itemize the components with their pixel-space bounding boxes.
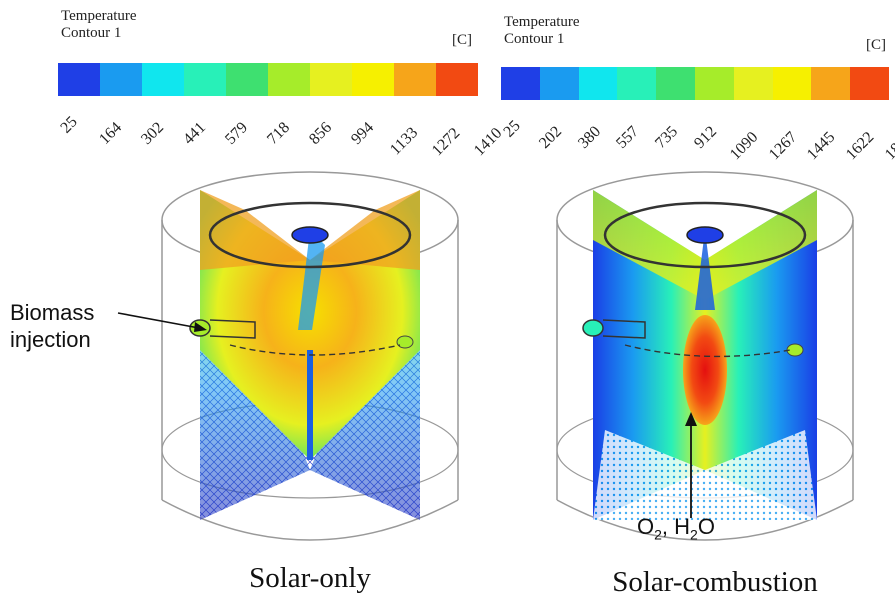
right-legend-unit: [C] (866, 37, 886, 53)
colorbar-tick-label: 735 (652, 122, 682, 152)
colorbar-tick-label: 557 (613, 122, 643, 152)
colorbar-swatch (184, 63, 226, 96)
colorbar-swatch (811, 67, 851, 100)
right-legend-title: Temperature Contour 1 (504, 14, 580, 48)
left-legend-unit: [C] (452, 32, 472, 48)
colorbar-tick-label: 380 (574, 122, 604, 152)
left-tick-labels: 25 164 302 441 579 718 856 994 1133 1272 1410 (57, 98, 505, 159)
colorbar-swatch (352, 63, 394, 96)
colorbar-tick-label: 441 (180, 118, 210, 148)
biomass-injection-label: Biomass injection (10, 299, 94, 353)
colorbar-tick-label: 302 (138, 118, 168, 148)
colorbar-tick-label: 912 (691, 122, 721, 152)
colorbar-tick-label: 164 (96, 118, 126, 148)
colorbar-swatch (656, 67, 695, 100)
oxidant-label-h-sub: 2 (690, 526, 698, 543)
colorbar-tick-label: 202 (535, 122, 565, 152)
colorbar-tick-label: 856 (306, 118, 336, 148)
left-legend-title-line1: Temperature (61, 8, 137, 24)
oxidant-label-o: O (637, 514, 655, 539)
colorbar-swatch (539, 67, 579, 100)
colorbar-swatch (772, 67, 812, 100)
colorbar-swatch (394, 63, 436, 96)
solar-combustion-contour-render (556, 171, 854, 541)
colorbar-swatch (850, 67, 889, 100)
colorbar-tick-label: 718 (264, 118, 294, 148)
colorbar-swatch (226, 63, 268, 96)
oxidant-label-end: O (697, 514, 715, 539)
solar-only-contour-render (161, 171, 459, 541)
solar-only-caption: Solar-only (249, 562, 371, 594)
oxidant-label-o-sub: 2 (654, 526, 662, 543)
colorbar-swatch (501, 67, 540, 100)
colorbar-swatch (578, 67, 618, 100)
colorbar-swatch (617, 67, 657, 100)
right-legend-title-line2: Contour 1 (504, 31, 565, 47)
left-legend-title-line2: Contour 1 (61, 25, 122, 41)
biomass-injection-arrow (117, 312, 207, 332)
left-colorbar (58, 63, 478, 96)
colorbar-tick-label: 25 (500, 117, 524, 141)
oxidant-injection-arrow (685, 412, 697, 518)
colorbar-swatch (100, 63, 142, 96)
colorbar-swatch (436, 63, 478, 96)
right-colorbar (501, 67, 889, 100)
colorbar-swatch (733, 67, 773, 100)
colorbar-tick-label: 1800 (881, 128, 895, 164)
colorbar-swatch (142, 63, 184, 96)
oxidant-label: O2, H2O (637, 513, 715, 548)
colorbar-tick-label: 994 (348, 118, 378, 148)
right-legend-title-line1: Temperature (504, 14, 580, 30)
left-legend-title: Temperature Contour 1 (61, 8, 137, 42)
colorbar-tick-label: 579 (222, 118, 252, 148)
colorbar-swatch (58, 63, 100, 96)
solar-combustion-caption: Solar-combustion (612, 566, 818, 598)
right-tick-labels: 25 202 380 557 735 912 1090 1267 1445 1622 1800 (500, 102, 895, 163)
biomass-injection-label-line2: injection (10, 327, 91, 352)
biomass-injection-label-line1: Biomass (10, 300, 95, 325)
oxidant-label-sep: , H (661, 514, 691, 539)
colorbar-swatch (694, 67, 734, 100)
colorbar-tick-label: 25 (57, 113, 81, 137)
colorbar-swatch (268, 63, 310, 96)
colorbar-swatch (310, 63, 352, 96)
